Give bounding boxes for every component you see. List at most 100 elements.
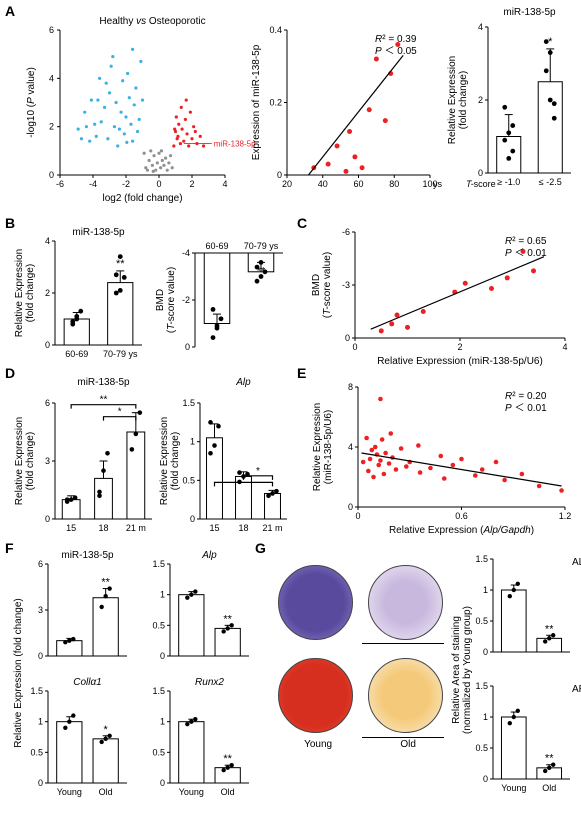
svg-text:0: 0 <box>38 778 43 788</box>
svg-text:*: * <box>104 724 109 736</box>
c-scatter: 0240-3-6Relative Expression (miR-138-5p/… <box>310 220 575 365</box>
svg-text:21 m: 21 m <box>126 523 146 533</box>
svg-text:Old: Old <box>99 787 113 797</box>
svg-text:Relative Expression (miR-138-5: Relative Expression (miR-138-5p/U6) <box>377 356 543 367</box>
svg-text:0: 0 <box>156 179 161 189</box>
svg-text:Relative Expression(fold chang: Relative Expression(fold change) <box>14 249 36 337</box>
svg-text:log2 (fold change): log2 (fold change) <box>102 193 182 204</box>
svg-text:-3: -3 <box>342 280 350 290</box>
svg-text:R² = 0.39: R² = 0.39 <box>375 34 417 45</box>
svg-text:1.5: 1.5 <box>30 686 43 696</box>
svg-text:3: 3 <box>45 456 50 466</box>
svg-text:Alp: Alp <box>235 377 251 388</box>
panel-b-label: B <box>5 215 15 231</box>
svg-text:0: 0 <box>45 340 50 350</box>
svg-text:**: ** <box>545 753 554 765</box>
svg-text:Relative Expression(fold chang: Relative Expression(fold change) <box>14 417 36 505</box>
g-wells: Young Old <box>270 565 450 750</box>
svg-text:0: 0 <box>348 502 353 512</box>
svg-text:4: 4 <box>348 442 353 452</box>
svg-text:*: * <box>256 466 260 477</box>
b-bar2: 0-2-460-6970-79 ys**BMD(T-score value) <box>155 225 290 365</box>
svg-text:0.5: 0.5 <box>475 616 488 626</box>
svg-text:1.5: 1.5 <box>152 686 165 696</box>
svg-text:**: ** <box>116 258 125 270</box>
svg-text:-log10 (P value): -log10 (P value) <box>26 67 37 138</box>
svg-text:8: 8 <box>348 382 353 392</box>
svg-text:0: 0 <box>38 651 43 661</box>
g-col-old: Old <box>400 739 416 750</box>
svg-text:1: 1 <box>190 437 195 447</box>
svg-text:T-score: T-score <box>466 179 496 189</box>
svg-text:1: 1 <box>160 590 165 600</box>
svg-text:miR-138-5p: miR-138-5p <box>503 7 556 18</box>
svg-text:18: 18 <box>98 523 108 533</box>
svg-text:P ＜ 0.05: P ＜ 0.05 <box>375 46 417 57</box>
svg-text:80: 80 <box>389 179 399 189</box>
svg-text:BMD(T-score value): BMD(T-score value) <box>311 252 333 318</box>
svg-text:1.5: 1.5 <box>182 398 195 408</box>
g-bars: 00.511.5ALP**00.511.5ARS**YoungOldRelati… <box>455 545 580 805</box>
svg-text:**: ** <box>223 613 232 625</box>
a-bar: 024≥ -1.0≤ -2.5miR-138-5pRelative Expres… <box>448 5 578 205</box>
svg-text:2: 2 <box>478 95 483 105</box>
svg-text:**: ** <box>257 265 266 277</box>
svg-text:1.5: 1.5 <box>152 559 165 569</box>
svg-text:18: 18 <box>238 523 248 533</box>
svg-text:0: 0 <box>483 774 488 784</box>
g-col-young: Young <box>304 739 332 750</box>
svg-text:Runx2: Runx2 <box>195 677 224 688</box>
svg-text:**: ** <box>100 395 108 406</box>
svg-text:**: ** <box>545 623 554 635</box>
f-bars: 036miR-138-5p**00.511.5Alp**00.511.5Coll… <box>12 548 257 808</box>
svg-text:0: 0 <box>190 514 195 524</box>
svg-text:4: 4 <box>222 179 227 189</box>
svg-text:1.5: 1.5 <box>475 554 488 564</box>
panel-a-label: A <box>5 3 15 19</box>
svg-text:P ＜ 0.01: P ＜ 0.01 <box>505 248 547 259</box>
svg-text:0: 0 <box>160 651 165 661</box>
svg-text:-2: -2 <box>122 179 130 189</box>
svg-text:Collα1: Collα1 <box>73 677 102 688</box>
svg-text:Expression of miR-138-5p: Expression of miR-138-5p <box>251 44 262 160</box>
d-bar1: 036151821 mmiR-138-5p***Relative Express… <box>15 375 160 540</box>
svg-text:60-69: 60-69 <box>65 349 88 359</box>
svg-text:Relative Expression(fold chang: Relative Expression(fold change) <box>159 417 181 505</box>
svg-text:0: 0 <box>49 170 54 180</box>
svg-text:4: 4 <box>49 73 54 83</box>
svg-text:miR-138-5p: miR-138-5p <box>61 550 114 561</box>
svg-text:R² = 0.65: R² = 0.65 <box>505 236 547 247</box>
svg-text:0: 0 <box>185 342 190 352</box>
svg-text:21 m: 21 m <box>262 523 282 533</box>
svg-text:70-79 ys: 70-79 ys <box>103 349 138 359</box>
svg-text:0.2: 0.2 <box>269 98 282 108</box>
d-bar2: 00.511.5151821 mAlp**Relative Expression… <box>160 375 295 540</box>
svg-text:3: 3 <box>38 605 43 615</box>
svg-text:2: 2 <box>457 342 462 352</box>
svg-text:2: 2 <box>45 288 50 298</box>
svg-text:0.5: 0.5 <box>152 620 165 630</box>
svg-text:R² = 0.20: R² = 0.20 <box>505 391 547 402</box>
svg-text:0: 0 <box>45 514 50 524</box>
svg-text:Old: Old <box>221 787 235 797</box>
svg-text:**: ** <box>223 753 232 765</box>
svg-text:1.5: 1.5 <box>475 681 488 691</box>
svg-text:1: 1 <box>160 717 165 727</box>
svg-text:2: 2 <box>49 122 54 132</box>
svg-text:0: 0 <box>160 778 165 788</box>
svg-text:miR-138-5p: miR-138-5p <box>72 227 125 238</box>
svg-text:BMD(T-score value): BMD(T-score value) <box>155 267 177 333</box>
svg-text:≥ -1.0: ≥ -1.0 <box>497 177 520 187</box>
svg-text:60: 60 <box>353 179 363 189</box>
svg-text:20: 20 <box>282 179 292 189</box>
svg-text:P ＜ 0.01: P ＜ 0.01 <box>505 403 547 414</box>
svg-text:0: 0 <box>345 333 350 343</box>
svg-text:40: 40 <box>318 179 328 189</box>
volcano-plot: -6-4-20240246miR-138-5plog2 (fold change… <box>20 10 235 205</box>
svg-text:Relative Expression(fold chang: Relative Expression(fold change) <box>447 56 469 144</box>
panel-d-label: D <box>5 365 15 381</box>
svg-text:ARS: ARS <box>572 684 581 695</box>
svg-text:-6: -6 <box>342 227 350 237</box>
svg-text:Young: Young <box>179 787 204 797</box>
svg-text:-4: -4 <box>89 179 97 189</box>
